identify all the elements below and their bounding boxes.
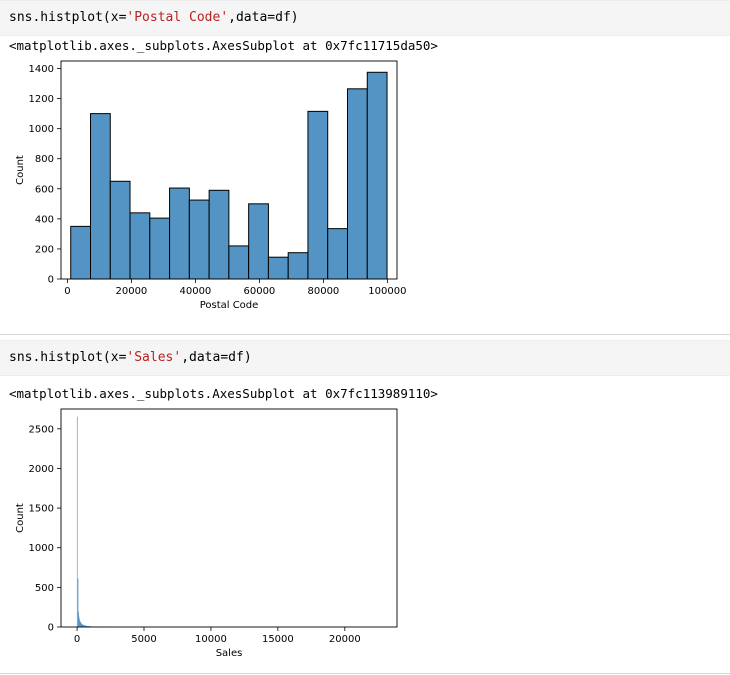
histogram-bar — [90, 113, 111, 280]
y-tick-label: 600 — [35, 184, 54, 195]
cell-divider — [0, 334, 730, 335]
axes-frame — [60, 408, 398, 628]
x-tick-label: 15000 — [262, 634, 294, 645]
y-tick-label: 1500 — [29, 504, 54, 515]
histogram-sales: 0 5000 10000 15000 20000 0 500 1000 1500 2000 2500… — [15, 408, 398, 659]
histogram-bar — [188, 199, 210, 280]
histogram-postal-code: 0 20000 40000 60000 80000 100000 0 200 400 600 800… — [15, 60, 406, 311]
output-repr-text: <matplotlib.axes._subplots.AxesSubplot a… — [9, 38, 438, 53]
y-tick-label: 200 — [35, 244, 54, 255]
code-line[interactable]: sns.histplot(x='Sales',data=df) — [9, 350, 252, 365]
y-tick-label: 1000 — [29, 543, 54, 554]
histogram-bar — [307, 110, 329, 280]
x-tick-label: 0 — [74, 634, 80, 645]
x-tick-label: 40000 — [179, 286, 211, 297]
code-cell-input[interactable]: sns.histplot(x='Postal Code',data=df) — [0, 0, 730, 36]
x-tick-label: 0 — [64, 286, 70, 297]
histogram-bar — [70, 225, 92, 280]
histogram-bar — [248, 203, 269, 280]
x-axis-label: Postal Code — [200, 300, 259, 311]
histogram-bar — [208, 189, 230, 280]
histogram-bar — [169, 187, 190, 280]
histogram-bar — [346, 88, 368, 280]
y-tick-label: 500 — [35, 583, 54, 594]
y-tick-label: 0 — [48, 623, 54, 634]
code-string-arg: 'Postal Code' — [126, 10, 229, 25]
x-axis-label: Sales — [216, 648, 243, 659]
histogram-bar — [228, 245, 250, 280]
code-func: sns.histplot(x= — [9, 10, 127, 25]
code-rest: ,data=df) — [228, 10, 299, 25]
y-tick-label: 2000 — [29, 464, 54, 475]
x-tick-label: 60000 — [243, 286, 275, 297]
x-tick-label: 5000 — [131, 634, 156, 645]
histogram-bar — [327, 228, 348, 280]
y-tick-label: 1200 — [29, 94, 54, 105]
histogram-bar — [109, 180, 131, 280]
histogram-bar — [287, 252, 309, 280]
axes-frame — [60, 60, 398, 280]
code-rest: ,data=df) — [181, 350, 252, 365]
histogram-bar — [366, 71, 388, 280]
y-tick-label: 2500 — [29, 424, 54, 435]
histogram-bar — [267, 256, 289, 280]
x-tick-label: 20000 — [329, 634, 361, 645]
y-axis-label: Count — [15, 503, 26, 533]
code-cell-input[interactable]: sns.histplot(x='Sales',data=df) — [0, 340, 730, 376]
y-tick-label: 0 — [48, 275, 54, 286]
y-tick-label: 1400 — [29, 64, 54, 75]
cell-divider — [0, 673, 730, 674]
x-tick-label: 80000 — [307, 286, 339, 297]
output-repr-text: <matplotlib.axes._subplots.AxesSubplot a… — [9, 386, 438, 401]
y-tick-label: 400 — [35, 214, 54, 225]
code-func: sns.histplot(x= — [9, 350, 127, 365]
y-tick-label: 800 — [35, 154, 54, 165]
y-tick-label: 1000 — [29, 124, 54, 135]
x-tick-label: 100000 — [368, 286, 406, 297]
histogram-bar — [149, 217, 171, 280]
histogram-bar — [129, 212, 151, 280]
x-tick-label: 10000 — [195, 634, 227, 645]
y-axis-label: Count — [15, 155, 26, 185]
code-string-arg: 'Sales' — [126, 350, 182, 365]
code-line[interactable]: sns.histplot(x='Postal Code',data=df) — [9, 10, 299, 25]
x-tick-label: 20000 — [115, 286, 147, 297]
